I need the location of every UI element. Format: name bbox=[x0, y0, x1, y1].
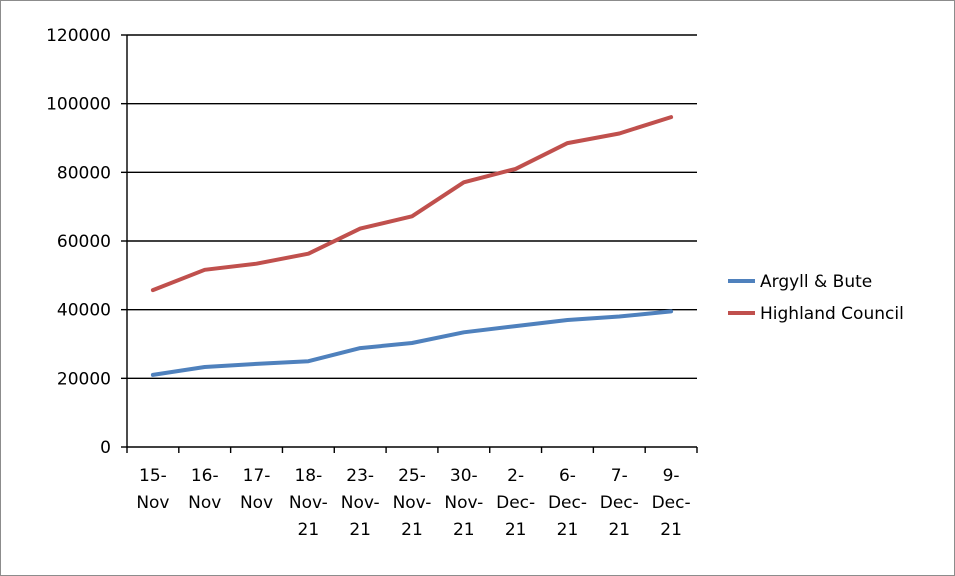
legend-label: Highland Council bbox=[760, 304, 904, 324]
axes bbox=[121, 34, 698, 453]
gridlines bbox=[127, 34, 697, 380]
y-tick-label: 0 bbox=[100, 438, 111, 458]
x-tick-label: 7-Dec-21 bbox=[600, 466, 639, 540]
series-lines bbox=[150, 115, 674, 377]
legend-label: Argyll & Bute bbox=[760, 272, 872, 292]
x-tick-label: 2-Dec-21 bbox=[496, 466, 535, 540]
x-tick-label: 15-Nov bbox=[136, 466, 169, 513]
x-axis-tick-labels: 15-Nov 16-Nov 17-Nov 18-Nov-21 23-Nov-21 25-N… bbox=[136, 466, 690, 540]
y-tick-label: 100000 bbox=[46, 95, 111, 115]
y-tick-label: 60000 bbox=[57, 232, 111, 252]
series-line-highland-council bbox=[150, 115, 674, 293]
x-tick-label: 30-Nov-21 bbox=[444, 466, 483, 540]
y-tick-label: 40000 bbox=[57, 301, 111, 321]
y-tick-label: 80000 bbox=[57, 163, 111, 183]
series-line-argyll-bute bbox=[150, 309, 674, 377]
legend: Argyll & Bute Highland Council bbox=[728, 272, 904, 324]
x-tick-label: 23-Nov-21 bbox=[341, 466, 380, 540]
x-tick-label: 17-Nov bbox=[240, 466, 273, 513]
y-tick-label: 120000 bbox=[46, 26, 111, 46]
x-tick-label: 9-Dec-21 bbox=[652, 466, 691, 540]
x-tick-label: 25-Nov-21 bbox=[393, 466, 432, 540]
x-tick-label: 18-Nov-21 bbox=[289, 466, 328, 540]
y-axis-tick-labels: 0 20000 40000 60000 80000 100000 120000 bbox=[46, 26, 111, 458]
x-tick-label: 6-Dec-21 bbox=[548, 466, 587, 540]
y-tick-label: 20000 bbox=[57, 369, 111, 389]
x-tick-label: 16-Nov bbox=[188, 466, 221, 513]
